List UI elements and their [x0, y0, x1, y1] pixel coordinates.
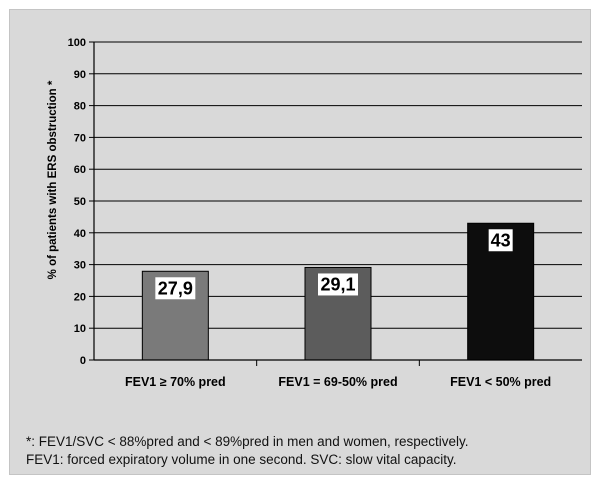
y-axis-label: % of patients with ERS obstruction *	[47, 80, 59, 279]
x-tick-label: FEV1 = 69-50% pred	[278, 375, 397, 389]
y-tick-label: 100	[68, 37, 86, 49]
y-tick-label: 40	[74, 228, 86, 240]
y-tick-label: 20	[74, 291, 86, 303]
x-tick-label: FEV1 < 50% pred	[450, 375, 551, 389]
data-label: 27,9	[158, 278, 193, 298]
y-tick-label: 50	[74, 196, 86, 208]
data-label: 29,1	[320, 274, 355, 294]
y-tick-label: 30	[74, 260, 86, 272]
data-label-box	[488, 229, 513, 252]
figure-panel: 0 10 20 30 40 50 60 70 80 90 100 27,9 FEV1 ≥ 70% pre…	[9, 9, 591, 475]
bar-chart: 0 10 20 30 40 50 60 70 80 90 100 27,9 FEV1 ≥ 70% pre…	[47, 37, 582, 389]
x-tick-label: FEV1 ≥ 70% pred	[125, 375, 226, 389]
data-label-box	[155, 277, 196, 300]
y-tick-label: 10	[74, 323, 86, 335]
footnote-line-2: FEV1: forced expiratory volume in one se…	[26, 452, 457, 467]
y-tick-label: 70	[74, 132, 86, 144]
footnote-line-1: *: FEV1/SVC < 88%pred and < 89%pred in m…	[26, 434, 469, 449]
y-tick-label: 60	[74, 164, 86, 176]
data-label-box	[318, 273, 358, 296]
data-label: 43	[491, 230, 511, 250]
y-tick-label: 80	[74, 101, 86, 113]
y-tick-label: 0	[80, 355, 86, 367]
y-tick-label: 90	[74, 69, 86, 81]
